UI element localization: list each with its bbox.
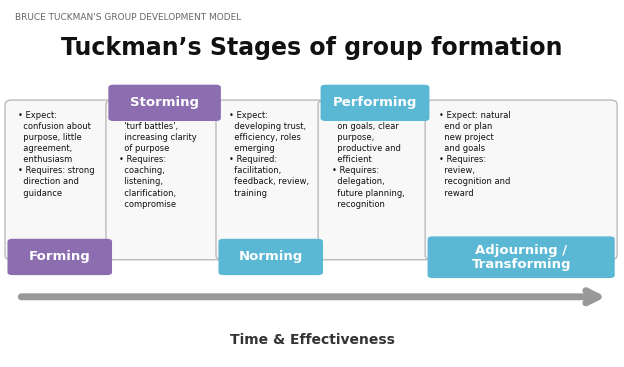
Text: Storming: Storming bbox=[130, 97, 199, 109]
FancyBboxPatch shape bbox=[7, 239, 112, 275]
FancyBboxPatch shape bbox=[427, 236, 615, 278]
Text: Norming: Norming bbox=[238, 250, 303, 264]
FancyArrowPatch shape bbox=[21, 291, 598, 303]
FancyBboxPatch shape bbox=[321, 85, 429, 121]
FancyBboxPatch shape bbox=[106, 100, 223, 260]
Text: BRUCE TUCKMAN'S GROUP DEVELOPMENT MODEL: BRUCE TUCKMAN'S GROUP DEVELOPMENT MODEL bbox=[16, 13, 241, 22]
FancyBboxPatch shape bbox=[5, 100, 114, 260]
Text: Tuckman’s Stages of group formation: Tuckman’s Stages of group formation bbox=[61, 36, 563, 60]
Text: • Expect:
  developing trust,
  efficiency, roles
  emerging
• Required:
  facil: • Expect: developing trust, efficiency, … bbox=[230, 111, 310, 197]
FancyBboxPatch shape bbox=[318, 100, 432, 260]
FancyBboxPatch shape bbox=[218, 239, 323, 275]
Text: • Expect:
  confusion about
  purpose, little
  agreement,
  enthusiasm
• Requir: • Expect: confusion about purpose, littl… bbox=[19, 111, 95, 197]
Text: Adjourning /
Transforming: Adjourning / Transforming bbox=[471, 244, 571, 271]
FancyBboxPatch shape bbox=[425, 100, 617, 260]
Text: Performing: Performing bbox=[333, 97, 417, 109]
Text: • Expect: focus
  on goals, clear
  purpose,
  productive and
  efficient
• Requ: • Expect: focus on goals, clear purpose,… bbox=[331, 111, 404, 209]
Text: • Expect: natural
  end or plan
  new project
  and goals
• Requires:
  review,
: • Expect: natural end or plan new projec… bbox=[439, 111, 510, 197]
Text: Time & Effectiveness: Time & Effectiveness bbox=[230, 333, 394, 347]
FancyBboxPatch shape bbox=[109, 85, 221, 121]
Text: • Expect: conflict,
  'turf battles',
  increasing clarity
  of purpose
• Requir: • Expect: conflict, 'turf battles', incr… bbox=[119, 111, 197, 209]
FancyBboxPatch shape bbox=[216, 100, 326, 260]
Text: Forming: Forming bbox=[29, 250, 90, 264]
